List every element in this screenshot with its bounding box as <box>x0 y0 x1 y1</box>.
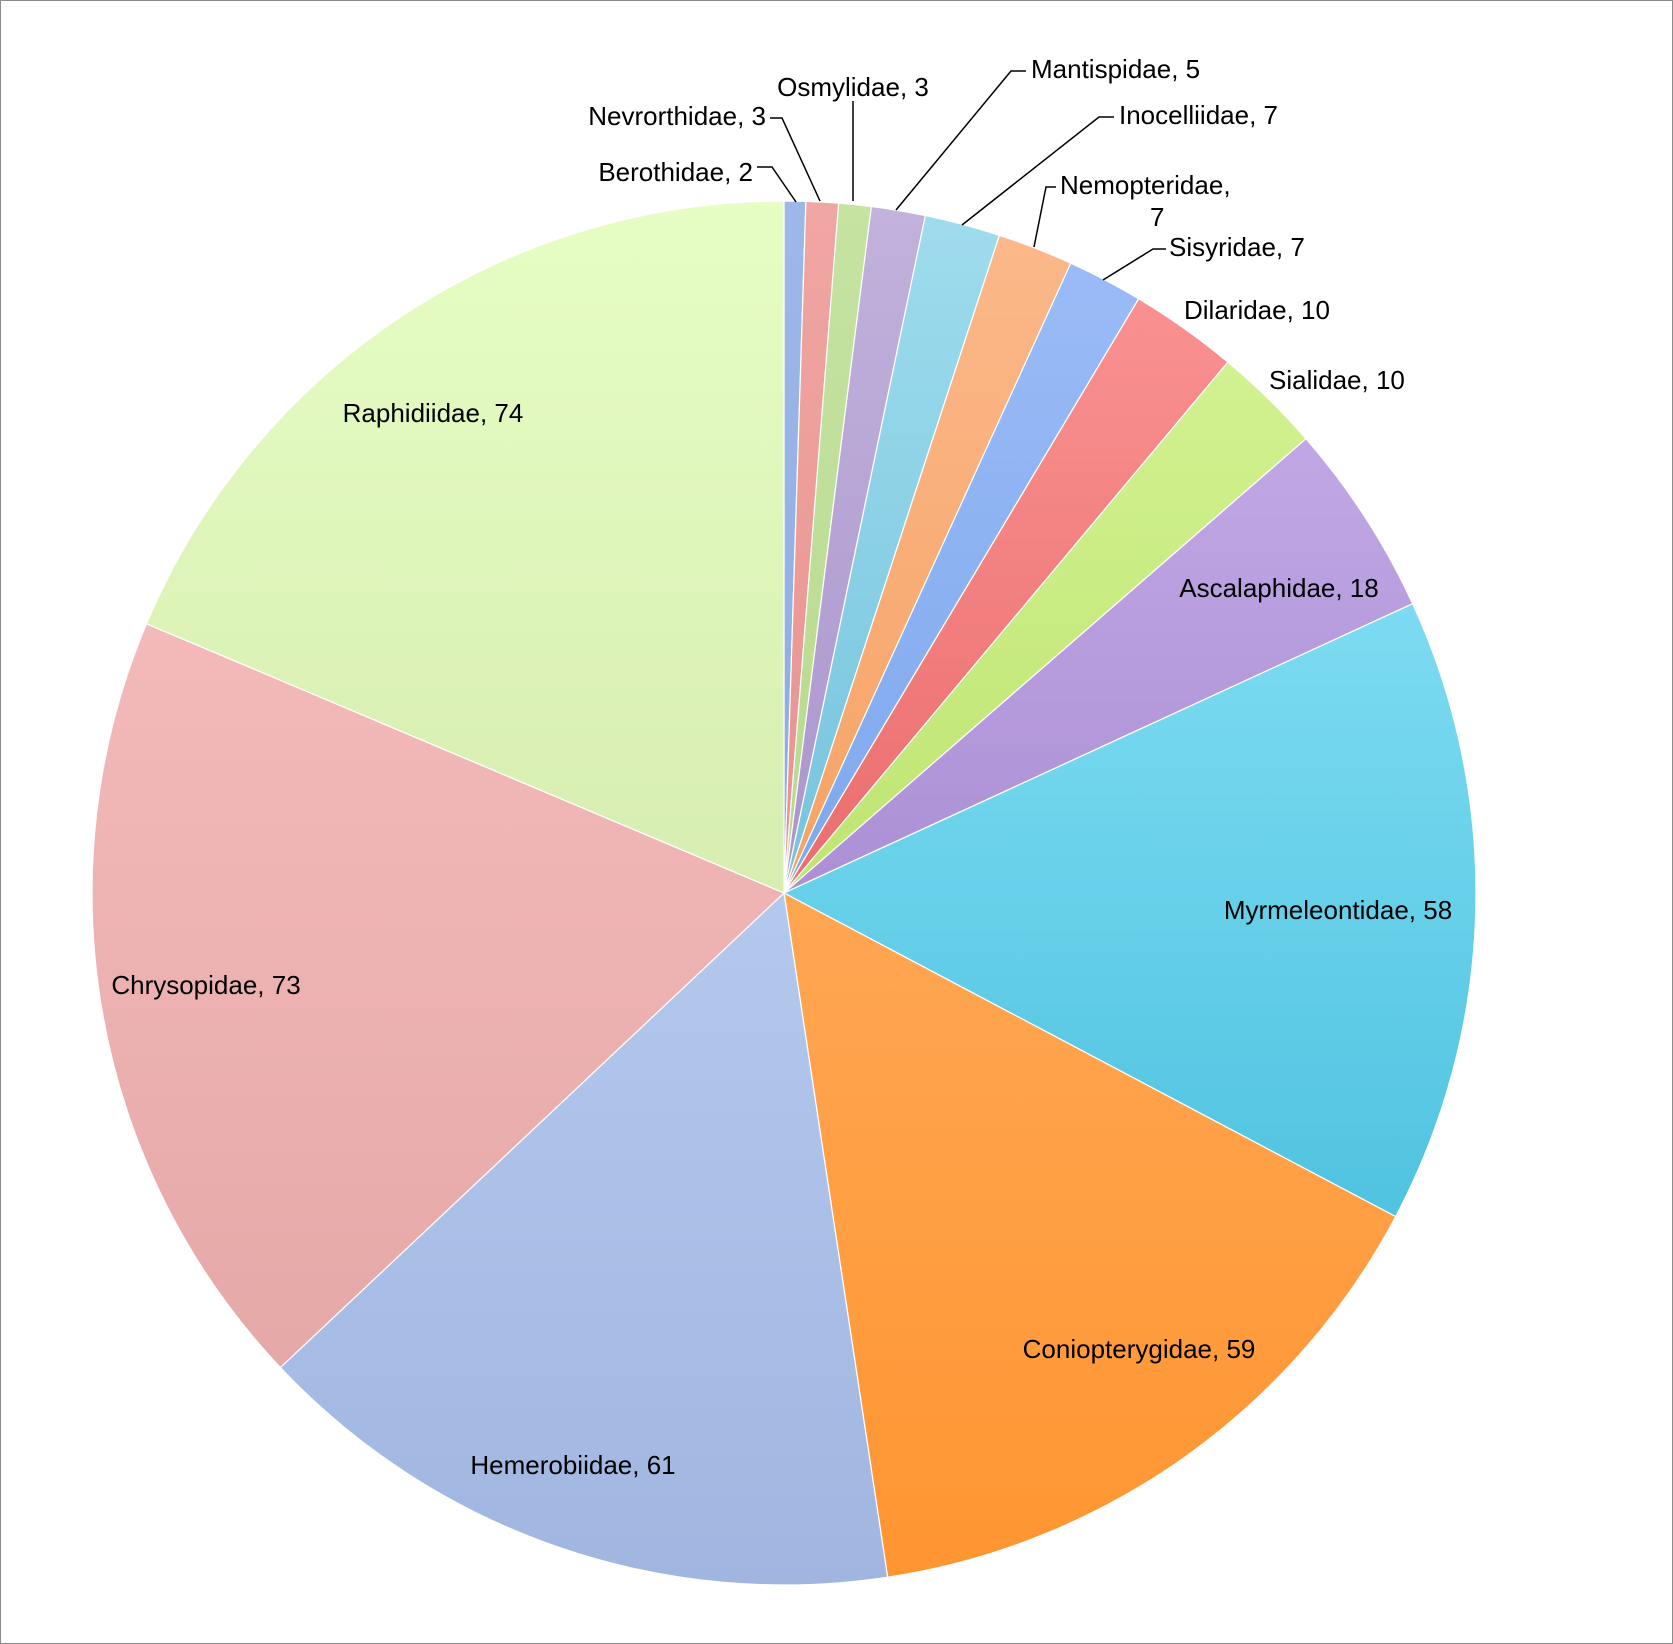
data-label-mantispidae: Mantispidae, 5 <box>1031 54 1200 84</box>
data-label-osmylidae: Osmylidae, 3 <box>777 72 929 102</box>
slice-hemerobiidae <box>279 891 889 1586</box>
data-label-nevrorthidae: Nevrorthidae, 3 <box>588 101 766 131</box>
data-label-hemerobiidae: Hemerobiidae, 61 <box>470 1450 675 1480</box>
data-label-raphidiidae: Raphidiidae, 74 <box>343 398 524 428</box>
slice-myrmeleontidae <box>782 602 1477 1218</box>
data-label-sialidae: Sialidae, 10 <box>1269 365 1405 395</box>
data-label-ascalaphidae: Ascalaphidae, 18 <box>1179 573 1378 603</box>
slice-ascalaphidae <box>783 437 1414 894</box>
data-label-coniopterygidae: Coniopterygidae, 59 <box>1023 1334 1256 1364</box>
data-label-dilaridae: Dilaridae, 10 <box>1184 295 1330 325</box>
data-label-sisyridae: Sisyridae, 7 <box>1169 232 1305 262</box>
slice-raphidiidae <box>145 200 785 894</box>
leader-line-sisyridae <box>1102 248 1166 281</box>
data-label-myrmeleontidae: Myrmeleontidae, 58 <box>1224 895 1452 925</box>
leader-line-inocelliidae <box>961 116 1114 226</box>
slice-chrysopidae <box>91 622 786 1369</box>
leader-line-nemopteridae <box>1033 186 1056 248</box>
data-label-inocelliidae: Inocelliidae, 7 <box>1119 100 1278 130</box>
leader-line-berothidae <box>757 166 797 203</box>
leader-line-mantispidae <box>895 70 1026 211</box>
data-label-chrysopidae: Chrysopidae, 73 <box>111 970 300 1000</box>
data-label-nemopteridae: Nemopteridae, 7 <box>1060 170 1231 232</box>
slice-coniopterygidae <box>783 891 1397 1578</box>
data-label-berothidae: Berothidae, 2 <box>598 157 753 187</box>
leader-line-nevrorthidae <box>770 117 821 202</box>
